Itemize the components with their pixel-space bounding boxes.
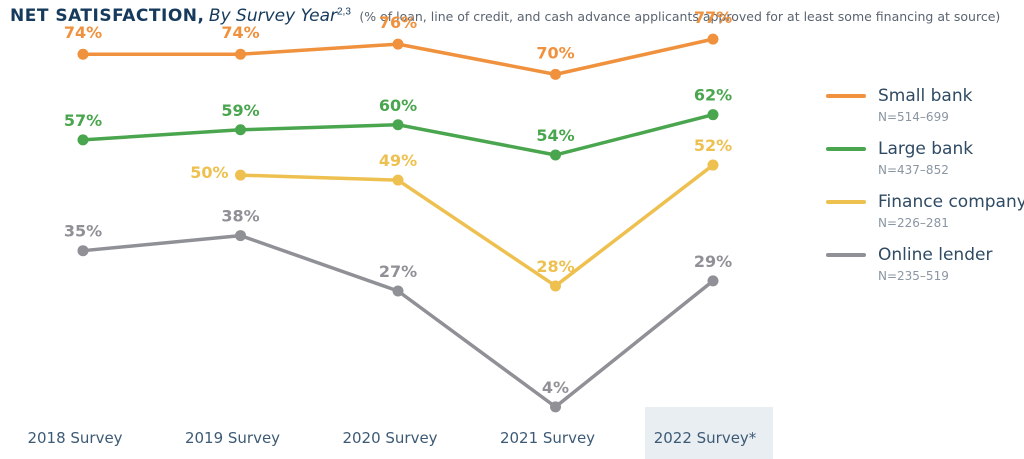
legend-sample-size: N=514–699 bbox=[878, 110, 949, 124]
data-point bbox=[77, 48, 89, 60]
data-point bbox=[392, 285, 404, 297]
data-label: 50% bbox=[190, 163, 228, 182]
highlight-band bbox=[645, 407, 773, 459]
data-label: 49% bbox=[379, 151, 417, 170]
x-tick-label: 2021 Survey bbox=[500, 429, 595, 447]
legend: Small bank N=514–699 Large bank N=437–85… bbox=[826, 86, 1024, 298]
chart-subtitle: By Survey Year bbox=[208, 6, 337, 26]
data-label: 27% bbox=[379, 262, 417, 281]
legend-item: Large bank N=437–852 bbox=[826, 139, 1024, 192]
data-point bbox=[550, 68, 561, 80]
series-line bbox=[240, 163, 715, 288]
data-point bbox=[235, 230, 246, 242]
data-point bbox=[550, 280, 561, 292]
data-label: 38% bbox=[221, 207, 259, 226]
x-tick-label: 2020 Survey bbox=[342, 429, 437, 447]
legend-item: Small bank N=514–699 bbox=[826, 86, 1024, 139]
data-label: 74% bbox=[221, 23, 259, 42]
data-point bbox=[707, 109, 719, 121]
data-label: 57% bbox=[64, 111, 102, 130]
legend-label: Small bank bbox=[878, 86, 973, 106]
data-label: 35% bbox=[64, 222, 102, 241]
data-label: 4% bbox=[542, 378, 569, 397]
data-label: 76% bbox=[379, 13, 417, 32]
data-point bbox=[77, 245, 89, 257]
data-point bbox=[235, 124, 246, 136]
x-tick-label: 2018 Survey bbox=[27, 429, 122, 447]
data-label: 70% bbox=[536, 43, 574, 62]
legend-label: Finance company bbox=[878, 192, 1024, 212]
data-point bbox=[392, 119, 404, 131]
legend-swatch bbox=[826, 253, 866, 257]
data-label: 59% bbox=[221, 101, 259, 120]
data-label: 52% bbox=[694, 136, 732, 155]
data-point bbox=[235, 169, 246, 181]
data-point bbox=[707, 33, 719, 45]
legend-sample-size: N=437–852 bbox=[878, 163, 949, 177]
data-label: 29% bbox=[694, 252, 732, 271]
chart-note: (% of loan, line of credit, and cash adv… bbox=[359, 9, 1001, 24]
data-label: 77% bbox=[694, 8, 732, 27]
data-point bbox=[707, 159, 719, 171]
x-tick-label: 2019 Survey bbox=[185, 429, 280, 447]
data-point bbox=[392, 174, 404, 186]
data-label: 54% bbox=[536, 126, 574, 145]
data-point bbox=[392, 38, 404, 50]
legend-item: Finance company N=226–281 bbox=[826, 192, 1024, 245]
data-point bbox=[77, 134, 89, 146]
data-point bbox=[235, 48, 246, 60]
data-point bbox=[550, 149, 561, 161]
legend-swatch bbox=[826, 147, 866, 151]
data-label: 74% bbox=[64, 23, 102, 42]
data-point bbox=[707, 275, 719, 287]
data-label: 62% bbox=[694, 86, 732, 105]
data-label: 28% bbox=[536, 257, 574, 276]
x-tick-label: 2022 Survey* bbox=[654, 429, 757, 447]
footnote-marker: 2,3 bbox=[336, 6, 351, 18]
legend-label: Large bank bbox=[878, 139, 974, 159]
chart-header: NET SATISFACTION, By Survey Year2,3 (% o… bbox=[10, 6, 1000, 26]
legend-item: Online lender N=235–519 bbox=[826, 245, 1024, 298]
legend-swatch bbox=[826, 94, 866, 98]
data-label: 60% bbox=[379, 96, 417, 115]
legend-sample-size: N=235–519 bbox=[878, 269, 949, 283]
chart-title: NET SATISFACTION, bbox=[10, 6, 205, 26]
legend-label: Online lender bbox=[878, 245, 993, 265]
data-point bbox=[550, 401, 561, 413]
legend-swatch bbox=[826, 200, 866, 204]
legend-sample-size: N=226–281 bbox=[878, 216, 949, 230]
